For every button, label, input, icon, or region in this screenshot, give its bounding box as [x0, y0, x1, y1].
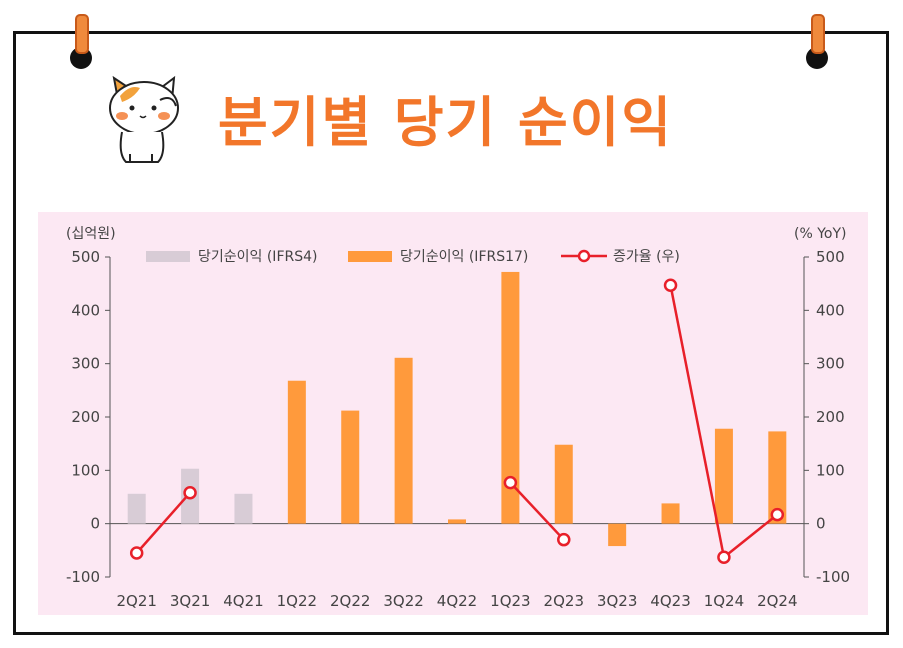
- x-tick-label: 2Q21: [116, 592, 156, 610]
- chart-panel: (십억원) (% YoY) -100 0 100 200 300 400 500 -100 0…: [38, 212, 868, 615]
- bar-4Q21: [234, 493, 253, 524]
- bar-1Q24: [714, 428, 733, 524]
- x-tick-label: 4Q23: [650, 592, 690, 610]
- x-tick-label: 1Q22: [277, 592, 317, 610]
- legend-marker: [577, 249, 591, 263]
- right-tick-label: 100: [816, 461, 845, 479]
- left-tick-label: 500: [71, 248, 100, 266]
- legend-swatch: [348, 251, 392, 262]
- growth-line-segment: [135, 491, 192, 554]
- growth-point-3Q21: [183, 485, 197, 500]
- right-tick-label: 200: [816, 408, 845, 426]
- legend-label: 당기순이익 (IFRS17): [400, 249, 528, 265]
- bar-2Q24: [768, 431, 787, 524]
- bar-2Q23: [554, 444, 573, 524]
- growth-point-2Q21: [129, 546, 144, 560]
- right-axis-unit: (% YoY): [794, 226, 847, 242]
- right-binder-ring: [811, 14, 825, 54]
- legend-label: 증가율 (우): [613, 249, 680, 265]
- left-binder-ring: [75, 14, 89, 54]
- growth-point-1Q23: [503, 475, 518, 490]
- x-tick-label: 3Q23: [597, 592, 637, 610]
- right-tick-label: 500: [816, 248, 845, 266]
- right-tick-label: 300: [816, 355, 845, 373]
- bar-4Q22: [448, 519, 466, 524]
- left-axis-unit: (십억원): [66, 226, 116, 242]
- growth-line-segment: [723, 513, 779, 559]
- bar-2Q21: [127, 493, 146, 524]
- bar-3Q22: [394, 357, 413, 524]
- page-title: 분기별 당기 순이익: [218, 91, 674, 154]
- bar-1Q23: [501, 271, 520, 524]
- x-tick-label: 2Q24: [757, 592, 797, 610]
- bar-1Q22: [287, 380, 306, 524]
- x-tick-label: 2Q22: [330, 592, 370, 610]
- left-tick-label: 300: [71, 355, 100, 373]
- cat-mascot-icon: [109, 75, 179, 163]
- right-tick-label: -100: [816, 568, 850, 586]
- left-tick-label: 0: [90, 515, 100, 533]
- x-tick-label: 1Q23: [490, 592, 530, 610]
- x-tick-label: 3Q22: [383, 592, 423, 610]
- right-tick-label: 400: [816, 301, 845, 319]
- x-tick-label: 1Q24: [704, 592, 744, 610]
- growth-point-2Q23: [557, 532, 571, 547]
- x-tick-label: 4Q21: [223, 592, 263, 610]
- growth-point-1Q24: [717, 550, 731, 565]
- legend-label: 당기순이익 (IFRS4): [198, 249, 317, 265]
- x-tick-label: 2Q23: [544, 592, 584, 610]
- bar-4Q23: [661, 503, 680, 524]
- right-tick-label: 0: [816, 515, 826, 533]
- profit-chart: (십억원) (% YoY) -100 0 100 200 300 400 500 -100 0…: [66, 226, 850, 610]
- left-tick-label: 400: [71, 301, 100, 319]
- growth-point-2Q24: [770, 507, 785, 522]
- legend-swatch: [146, 251, 190, 262]
- bar-3Q23: [608, 523, 627, 547]
- x-tick-label: 3Q21: [170, 592, 210, 610]
- growth-line-segment: [669, 285, 726, 558]
- left-tick-label: 200: [71, 408, 100, 426]
- bar-2Q22: [341, 410, 360, 524]
- x-tick-label: 4Q22: [437, 592, 477, 610]
- left-tick-label: -100: [66, 568, 100, 586]
- left-tick-label: 100: [71, 461, 100, 479]
- growth-line-segment: [509, 481, 565, 541]
- growth-point-4Q23: [663, 278, 678, 293]
